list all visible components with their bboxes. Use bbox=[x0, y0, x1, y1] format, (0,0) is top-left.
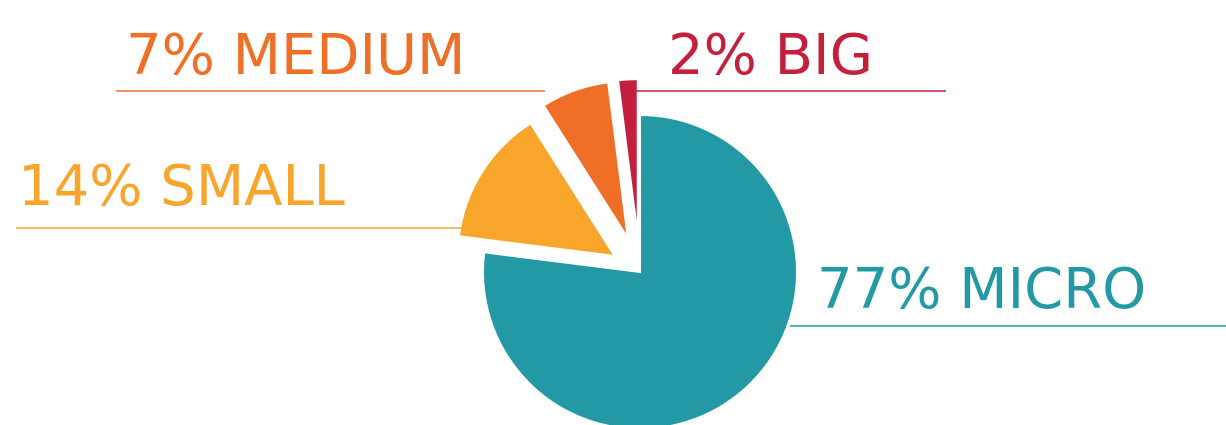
slice-label-micro: 77% MICRO bbox=[817, 257, 1146, 322]
label-leader-lines bbox=[16, 90, 1226, 327]
pie-slice-big bbox=[616, 78, 639, 237]
slice-label-small: 14% SMALL bbox=[18, 154, 345, 219]
pie-slices bbox=[457, 78, 798, 425]
pie-slice-small bbox=[457, 121, 617, 258]
slice-label-big: 2% BIG bbox=[668, 23, 873, 88]
slice-labels: 77% MICRO 14% SMALL 7% MEDIUM 2% BIG bbox=[18, 23, 1146, 322]
pie-slice-micro bbox=[482, 113, 798, 425]
pie-slice-medium bbox=[542, 81, 629, 239]
slice-label-medium: 7% MEDIUM bbox=[126, 23, 465, 88]
